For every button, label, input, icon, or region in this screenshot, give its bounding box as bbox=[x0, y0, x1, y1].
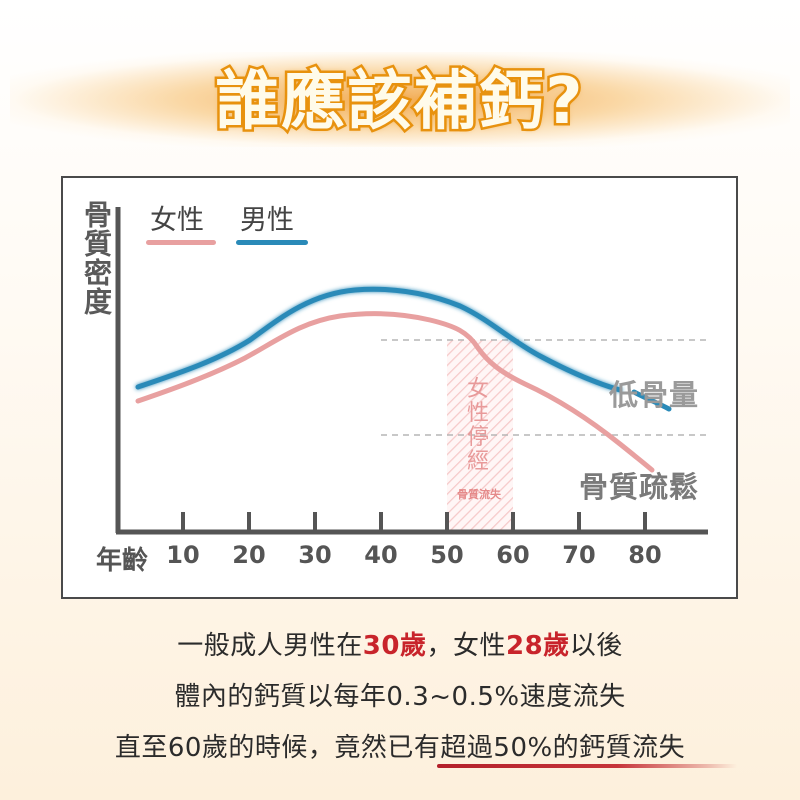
x-tick-label: 80 bbox=[628, 541, 662, 569]
x-tick-label: 10 bbox=[166, 541, 200, 569]
x-tick-label: 60 bbox=[496, 541, 530, 569]
x-tick-label: 70 bbox=[562, 541, 596, 569]
x-axis-ticks bbox=[181, 512, 647, 532]
legend-male: 男性 bbox=[240, 205, 294, 236]
caption-text: ，女性 bbox=[426, 631, 506, 661]
male-series-line-tail bbox=[631, 389, 672, 412]
low-bone-mass-label: 低骨量 bbox=[609, 378, 700, 412]
x-tick-label: 30 bbox=[298, 541, 332, 569]
bone-loss-label: 骨質流失 bbox=[457, 488, 501, 501]
caption-line-1: 一般成人男性在30歲，女性28歲以後 bbox=[0, 625, 800, 662]
title-glow bbox=[10, 52, 790, 147]
x-axis-label: 年齡 bbox=[96, 546, 149, 576]
x-tick-label: 40 bbox=[364, 541, 398, 569]
caption-text: 一般成人男性在 bbox=[177, 631, 363, 661]
legend-female: 女性 bbox=[150, 205, 204, 236]
x-tick-label: 20 bbox=[232, 541, 266, 569]
y-axis-label: 骨質密度 bbox=[80, 200, 113, 316]
caption-line-2: 體內的鈣質以每年0.3~0.5%速度流失 bbox=[174, 682, 626, 712]
emphasis-underline bbox=[437, 764, 737, 768]
menopause-label: 女性停經 bbox=[466, 377, 489, 474]
highlight-female-age: 28歲 bbox=[506, 631, 570, 661]
female-series-line bbox=[135, 311, 655, 473]
x-tick-label: 50 bbox=[430, 541, 464, 569]
page-title: 誰應該補鈣? bbox=[213, 63, 585, 142]
caption-text: 以後 bbox=[569, 631, 623, 661]
caption-line-3: 直至60歲的時候，竟然已有超過50%的鈣質流失 bbox=[114, 733, 686, 763]
osteoporosis-label: 骨質疏鬆 bbox=[579, 470, 700, 504]
legend-female-swatch bbox=[146, 240, 216, 245]
highlight-male-age: 30歲 bbox=[362, 631, 427, 661]
legend-male-swatch bbox=[236, 240, 308, 245]
male-series-line bbox=[135, 286, 623, 393]
